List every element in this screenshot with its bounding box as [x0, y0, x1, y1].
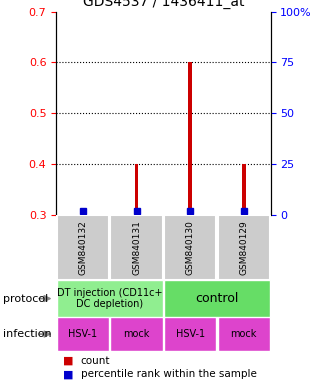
Bar [57, 215, 109, 280]
Bar [217, 215, 270, 280]
Bar [81, 212, 85, 215]
Bar [110, 215, 163, 280]
Text: protocol: protocol [3, 293, 49, 304]
Text: percentile rank within the sample: percentile rank within the sample [81, 369, 257, 379]
Text: infection: infection [3, 329, 52, 339]
Text: GSM840131: GSM840131 [132, 220, 141, 275]
Text: GSM840132: GSM840132 [79, 220, 87, 275]
Title: GDS4537 / 1436411_at: GDS4537 / 1436411_at [82, 0, 244, 9]
Text: DT injection (CD11c+
DC depletion): DT injection (CD11c+ DC depletion) [57, 288, 162, 310]
Bar [164, 317, 216, 351]
Text: ■: ■ [63, 356, 73, 366]
Bar [164, 215, 216, 280]
Bar [242, 164, 246, 215]
Text: control: control [195, 292, 239, 305]
Bar [57, 317, 109, 351]
Bar [164, 280, 270, 317]
Bar [188, 63, 192, 215]
Text: GSM840129: GSM840129 [239, 220, 248, 275]
Text: mock: mock [123, 329, 150, 339]
Bar [135, 164, 138, 215]
Bar [110, 317, 163, 351]
Text: HSV-1: HSV-1 [68, 329, 97, 339]
Bar [57, 280, 163, 317]
Text: mock: mock [231, 329, 257, 339]
Text: ■: ■ [63, 369, 73, 379]
Text: GSM840130: GSM840130 [186, 220, 195, 275]
Text: count: count [81, 356, 110, 366]
Bar [217, 317, 270, 351]
Text: HSV-1: HSV-1 [176, 329, 205, 339]
